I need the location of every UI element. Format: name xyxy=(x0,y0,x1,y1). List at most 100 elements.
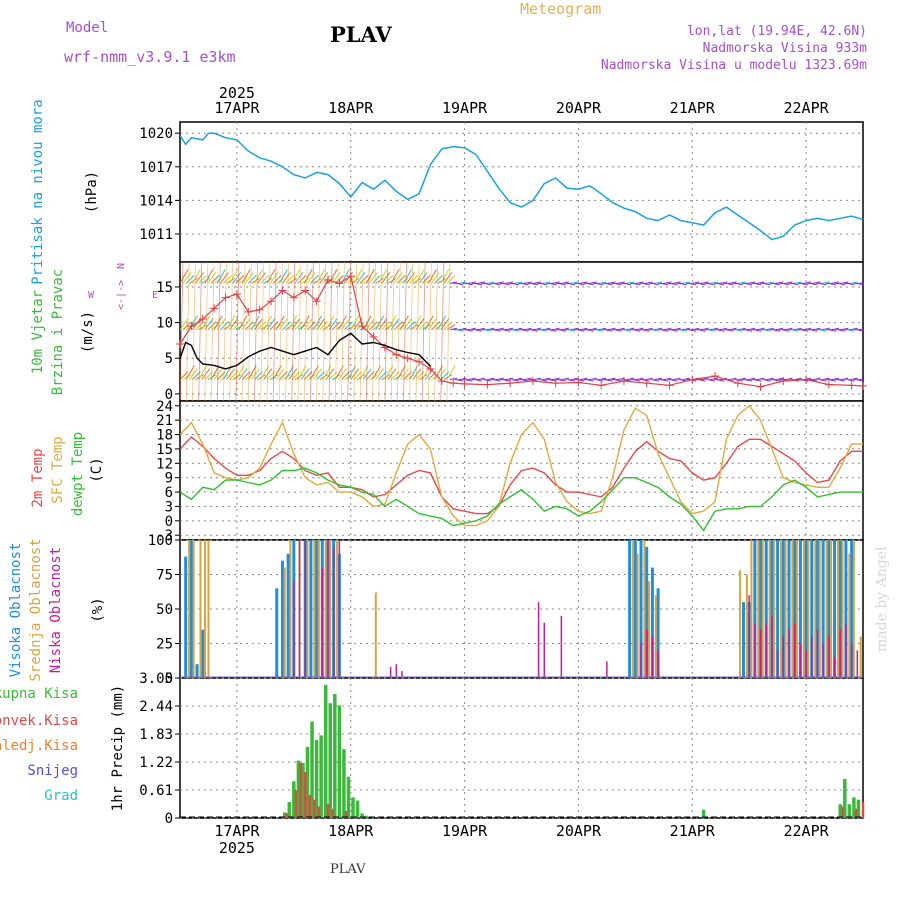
wind-arrow xyxy=(813,377,821,381)
wind-arrow xyxy=(633,282,641,286)
rain-total-bar xyxy=(319,735,323,818)
wind-arrow xyxy=(254,269,263,284)
wind-arrow xyxy=(341,262,345,401)
wind-arrow xyxy=(191,269,201,284)
wind-arrow xyxy=(850,377,858,381)
wind-arrow xyxy=(288,315,298,330)
cloud-high-bar xyxy=(275,588,279,678)
y-tick-label: 0 xyxy=(165,811,173,827)
wind-arrow xyxy=(505,327,514,331)
wind-arrow xyxy=(599,281,607,284)
cloud-low-bar xyxy=(560,615,563,678)
wind-arrow xyxy=(577,282,585,286)
wind-arrow xyxy=(661,379,669,382)
wind-arrow xyxy=(856,329,863,332)
date-label-top: 21APR xyxy=(670,99,716,117)
wind-arrow xyxy=(626,327,635,331)
wind-arrow xyxy=(477,327,486,331)
cloud-high-bar xyxy=(628,540,632,678)
wind-arrow xyxy=(543,327,551,331)
wind-arrow xyxy=(738,327,746,331)
wind-arrow xyxy=(272,262,277,401)
wind-arrow xyxy=(362,315,372,330)
cloud-high-bar xyxy=(810,540,814,678)
wind-arrow xyxy=(306,272,316,284)
wind-arrow xyxy=(502,379,510,382)
cloud-high-bar xyxy=(815,540,819,678)
wind-arrow xyxy=(645,327,653,331)
wind-arrow xyxy=(819,379,827,382)
y-tick-label: 100 xyxy=(148,533,173,549)
wind-arrow xyxy=(608,281,616,284)
cloud-mid-bar xyxy=(324,540,327,678)
wind-arrow xyxy=(505,281,514,284)
wind-arrow xyxy=(278,269,288,284)
wind-arrow xyxy=(707,282,715,286)
cloud-low-bar xyxy=(822,643,824,678)
cloud-high-bar xyxy=(798,540,802,678)
wind-arrow xyxy=(782,329,790,332)
wind-arrow xyxy=(484,282,492,286)
wind-arrow xyxy=(431,272,440,284)
cloud-low-bar xyxy=(799,643,802,678)
wind-arrow xyxy=(775,281,784,284)
gust-marker xyxy=(733,379,742,388)
gust-marker xyxy=(335,279,344,288)
wind-arrow xyxy=(446,365,456,380)
rain-conv-bar xyxy=(331,808,334,818)
rain-total-bar xyxy=(292,781,296,818)
cloud-high-bar xyxy=(753,540,757,678)
wind-arrow xyxy=(822,281,830,284)
cloud-low-bar xyxy=(543,622,546,678)
wind-arrow xyxy=(201,315,211,330)
wind-arrow xyxy=(468,377,476,381)
gust-marker xyxy=(403,354,412,363)
wind-arrow xyxy=(794,327,802,331)
wind-arrow xyxy=(427,262,432,401)
cloud-mid-bar xyxy=(207,540,210,678)
gust-marker xyxy=(688,375,697,384)
wind-arrow xyxy=(735,379,743,382)
wind-arrow xyxy=(775,327,784,331)
cloud-mid-bar xyxy=(757,540,760,678)
wind-arrow xyxy=(757,377,765,381)
wind-arrow xyxy=(847,379,855,382)
wind-arrow xyxy=(353,262,358,401)
rain-total-bar xyxy=(314,739,319,818)
wind-arrow xyxy=(260,262,265,401)
wind-arrow xyxy=(561,377,569,381)
y-tick-label: 3 xyxy=(165,499,173,515)
t2m-legend: 2m Temp xyxy=(30,448,46,507)
temperature-ylabel: (C) xyxy=(89,457,105,482)
wind-arrow xyxy=(828,379,836,382)
gust-marker xyxy=(665,381,674,390)
wind-arrow xyxy=(791,329,799,332)
wind-arrow xyxy=(782,282,790,286)
cloud-mid-bar xyxy=(636,553,639,678)
cloud-low-bar xyxy=(845,622,847,678)
wind-arrow xyxy=(250,315,260,330)
date-label-top: 18APR xyxy=(328,99,374,117)
cloud-high-bar xyxy=(280,560,284,678)
wind-arrow xyxy=(847,329,855,332)
wind-arrow xyxy=(350,315,360,330)
wind-arrow xyxy=(440,269,450,284)
wind-arrow xyxy=(285,275,294,284)
cloud-high-bar xyxy=(645,546,649,678)
wind-arrow xyxy=(701,377,709,381)
gust-marker xyxy=(551,379,560,388)
wind-arrow xyxy=(738,281,746,284)
wind-arrow xyxy=(232,321,242,331)
dewpoint-legend: dewpt Temp xyxy=(70,432,86,516)
wind-arrow xyxy=(223,262,227,401)
wind-arrow xyxy=(427,269,437,284)
gust-marker xyxy=(187,322,196,331)
wind-arrow xyxy=(316,262,320,401)
wind-arrow xyxy=(390,262,395,401)
wind-arrow xyxy=(673,281,681,284)
rain-total-bar xyxy=(856,799,861,818)
wind-arrow xyxy=(213,315,223,330)
rain-total-bar xyxy=(351,797,355,818)
wind-arrow xyxy=(229,262,234,401)
rain-conv-bar xyxy=(294,790,298,818)
